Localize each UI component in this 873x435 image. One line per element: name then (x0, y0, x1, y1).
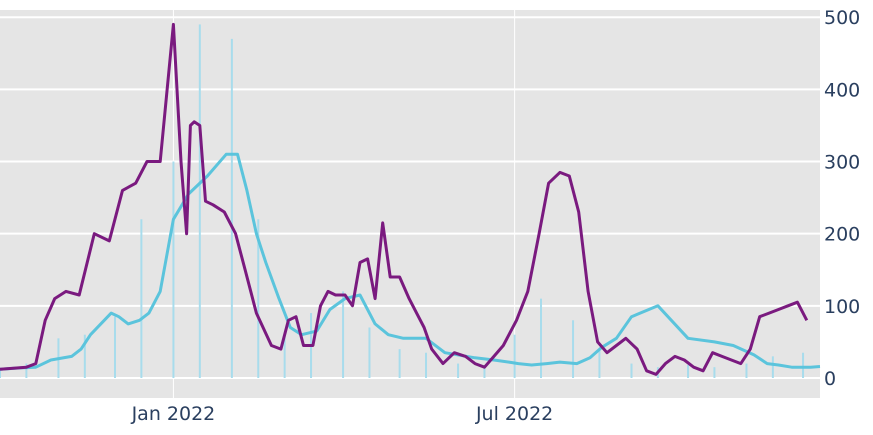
bar (398, 349, 401, 378)
y-tick-label: 400 (824, 79, 860, 101)
bar (513, 334, 516, 378)
bar (630, 363, 633, 378)
bar (172, 161, 175, 378)
y-tick-label: 300 (824, 152, 860, 174)
bar (802, 352, 805, 378)
bar (283, 334, 286, 378)
bar (140, 219, 143, 378)
y-tick-label: 200 (824, 224, 860, 246)
bar (483, 365, 486, 378)
bar (368, 327, 371, 378)
y-axis: 0 100 200 300 400 500 (824, 7, 860, 390)
line-series (0, 22, 821, 376)
bar (257, 219, 260, 378)
bar (83, 334, 86, 378)
bar (572, 320, 575, 378)
bar (598, 349, 601, 378)
x-tick-label: Jul 2022 (475, 403, 553, 425)
bar (687, 365, 690, 378)
bar (230, 38, 233, 379)
purple-line (0, 22, 809, 376)
bar (713, 367, 716, 378)
bar (771, 356, 774, 378)
bar (457, 363, 460, 378)
y-tick-label: 100 (824, 296, 860, 318)
y-tick-label: 500 (824, 7, 860, 29)
x-tick-label: Jan 2022 (131, 403, 216, 425)
bar (425, 352, 428, 378)
bar (342, 291, 345, 378)
bar (745, 363, 748, 378)
bar (198, 24, 201, 379)
bar (25, 363, 28, 378)
bar (0, 369, 1, 378)
gridlines (0, 10, 820, 398)
bar (113, 316, 116, 378)
bar (540, 298, 543, 378)
x-axis: Jan 2022 Jul 2022 (131, 403, 554, 425)
average-line (0, 152, 821, 371)
y-tick-label: 0 (824, 368, 836, 390)
